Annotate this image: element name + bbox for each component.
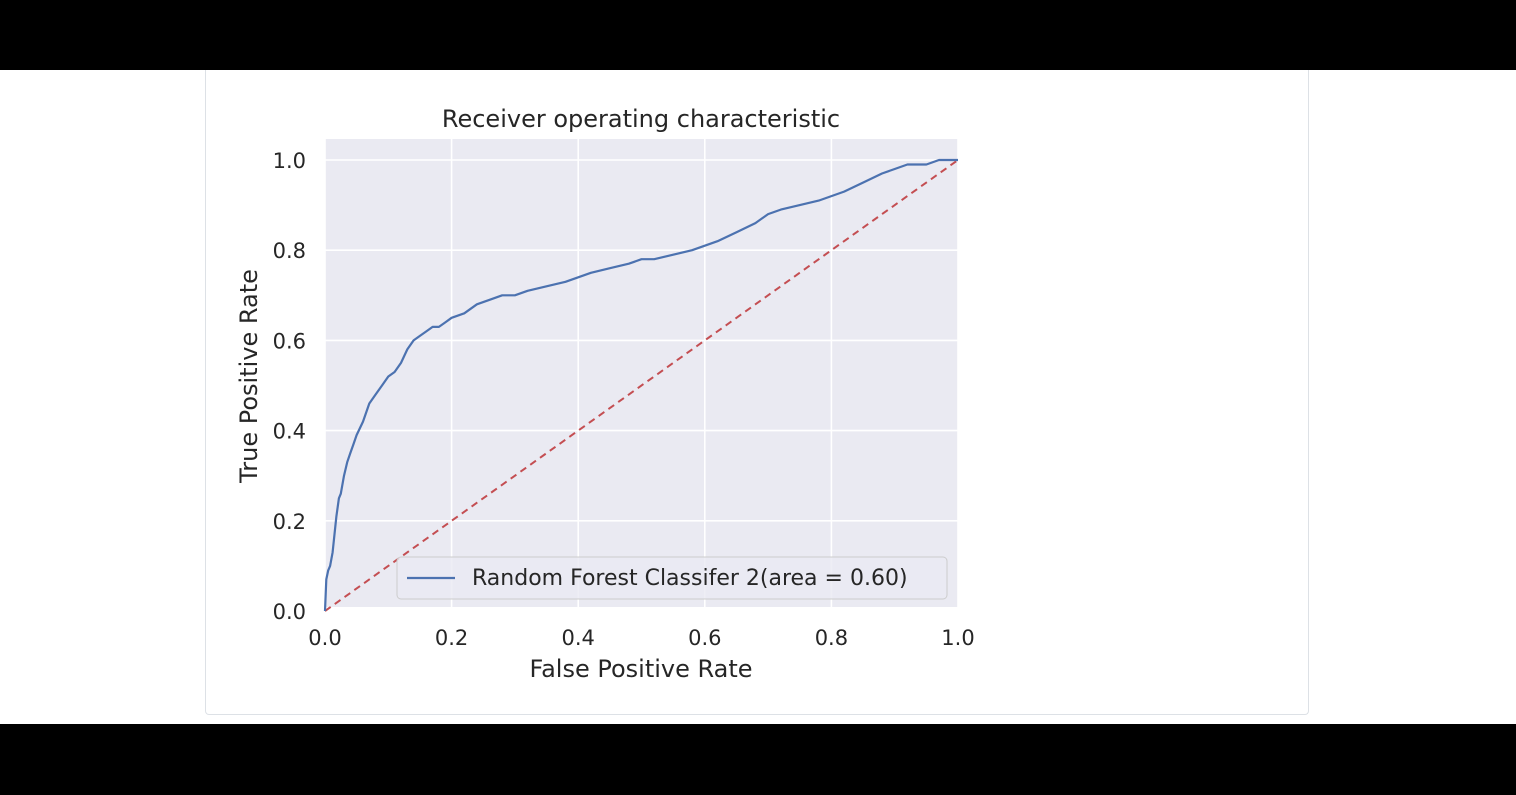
roc-curve-line — [323, 158, 958, 612]
tick-labels: 0.0 0.2 0.4 0.6 0.8 1.0 0.0 0.2 0.4 0.6 0.8 1.0 — [273, 149, 975, 650]
y-tick-label: 0.2 — [273, 510, 306, 534]
x-tick-label: 0.8 — [815, 626, 848, 650]
x-tick-label: 0.2 — [435, 626, 468, 650]
x-axis-label: False Positive Rate — [529, 655, 752, 683]
y-tick-label: 0.6 — [273, 329, 306, 353]
grid-lines — [324, 139, 959, 612]
series-layer — [323, 158, 959, 612]
y-axis-label: True Positive Rate — [235, 269, 263, 484]
notebook-output-area: 0.0 0.2 0.4 0.6 0.8 1.0 0.0 0.2 0.4 0.6 0.8 1.0 Rec… — [0, 70, 1516, 724]
legend-series-label: Random Forest Classifer 2(area = 0.60) — [472, 566, 908, 591]
legend: Random Forest Classifer 2(area = 0.60) — [396, 556, 948, 600]
chart-title: Receiver operating characteristic — [442, 105, 840, 133]
y-tick-label: 0.4 — [273, 420, 306, 444]
plot-area-background — [325, 139, 958, 607]
chance-diagonal-line — [324, 159, 959, 612]
legend-box — [396, 556, 948, 600]
y-tick-label: 0.0 — [273, 600, 306, 624]
roc-chart: 0.0 0.2 0.4 0.6 0.8 1.0 0.0 0.2 0.4 0.6 0.8 1.0 Rec… — [235, 105, 975, 683]
x-tick-label: 0.6 — [688, 626, 721, 650]
x-tick-label: 1.0 — [941, 626, 974, 650]
x-tick-label: 0.4 — [561, 626, 594, 650]
y-tick-label: 1.0 — [273, 149, 306, 173]
y-tick-label: 0.8 — [273, 239, 306, 263]
x-tick-label: 0.0 — [308, 626, 341, 650]
